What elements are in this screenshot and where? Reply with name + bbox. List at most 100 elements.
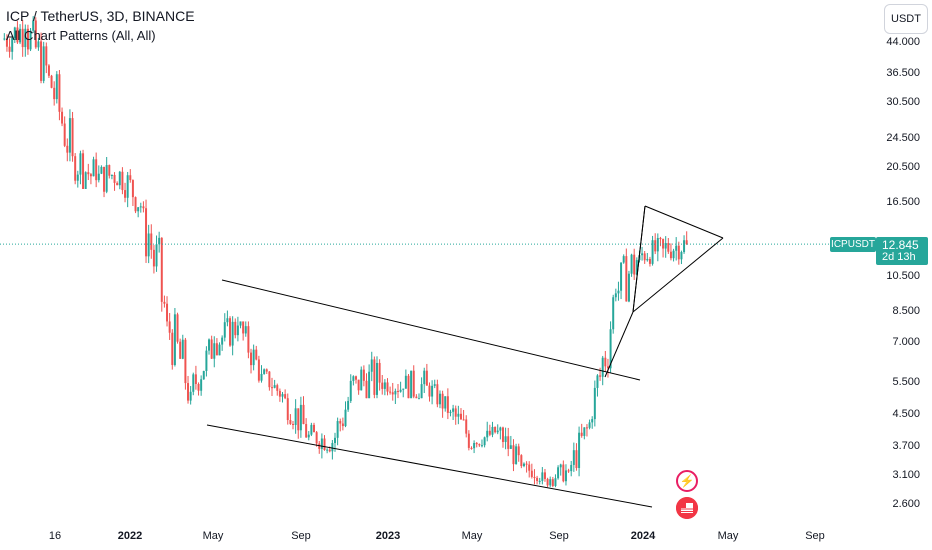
candle-body [276, 385, 279, 391]
candle-body [334, 437, 336, 444]
candle-body [63, 123, 66, 146]
candle-body [457, 413, 460, 417]
candle-body [478, 444, 481, 446]
currency-button[interactable]: USDT [884, 4, 928, 34]
candle-body [543, 472, 546, 479]
pattern-trendline[interactable] [644, 205, 724, 239]
candle-body [446, 396, 449, 413]
candle-body [677, 245, 680, 260]
candle-body [641, 253, 644, 256]
candle-body [355, 376, 357, 380]
candle-body [480, 445, 483, 447]
indicator-label[interactable]: All Chart Patterns (All, All) [6, 28, 156, 43]
candle-body [40, 41, 43, 81]
candle-body [105, 165, 108, 192]
candle-body [16, 27, 19, 43]
candle-body [50, 75, 53, 88]
candle-body [323, 438, 326, 450]
candle-body [423, 370, 426, 385]
candle-body [118, 171, 121, 186]
candle-body [113, 174, 116, 183]
candle-body [155, 244, 158, 267]
time-tick-label: May [461, 530, 483, 542]
candle-body [528, 464, 531, 471]
candle-body [184, 339, 187, 384]
candle-body [87, 172, 90, 175]
candle-body [399, 389, 402, 392]
candle-body [336, 421, 339, 438]
candle-body [215, 343, 218, 356]
pattern-trendline[interactable] [604, 311, 634, 378]
candle-body [347, 400, 350, 410]
candle-body [158, 237, 161, 245]
pattern-trendline[interactable] [221, 279, 641, 381]
candle-body [501, 427, 504, 443]
candle-body [139, 206, 142, 208]
candle-body [71, 118, 74, 157]
candle-body [47, 65, 50, 76]
candle-body [34, 20, 37, 48]
time-tick-label: May [202, 530, 224, 542]
pattern-trendline[interactable] [632, 205, 646, 313]
candle-body [425, 370, 428, 386]
candle-body [160, 237, 163, 302]
candle-body [656, 238, 659, 252]
candle-body [53, 87, 56, 100]
candle-body [79, 153, 82, 175]
candle-body [197, 384, 200, 391]
time-tick-label: 2022 [117, 530, 143, 542]
pattern-trendline[interactable] [206, 424, 653, 508]
candle-body [428, 385, 431, 397]
candle-body [257, 359, 260, 381]
candle-body [530, 470, 533, 477]
candle-body [103, 166, 106, 192]
candle-body [651, 240, 654, 264]
candle-body [549, 479, 552, 486]
candle-body [349, 380, 352, 401]
bar-countdown: 2d 13h [882, 251, 916, 263]
candle-body [24, 28, 27, 48]
price-tick-label: 3.100 [892, 469, 920, 482]
candle-body [208, 339, 211, 351]
candle-body [265, 369, 268, 372]
candle-body [142, 206, 145, 209]
candle-body [672, 250, 675, 259]
candle-body [318, 443, 321, 449]
lightning-icon[interactable]: ⚡ [676, 470, 698, 492]
candle-body [596, 375, 599, 388]
pattern-trendline[interactable] [632, 237, 724, 313]
candle-body [310, 424, 313, 435]
candle-body [8, 46, 11, 52]
candle-body [307, 434, 310, 438]
candle-body [273, 385, 276, 388]
us-flag-icon[interactable] [676, 497, 698, 519]
candle-body [55, 74, 58, 100]
candle-body [100, 166, 103, 174]
candle-body [404, 375, 407, 389]
candle-body [646, 258, 649, 261]
candle-body [659, 238, 662, 240]
candle-body [438, 393, 441, 405]
candle-body [205, 350, 208, 371]
time-tick-label: 2023 [375, 530, 401, 542]
candle-body [470, 447, 473, 449]
candle-body [486, 430, 489, 438]
candle-body [150, 233, 153, 250]
candle-body [370, 359, 373, 372]
candle-body [163, 301, 166, 304]
candle-body [417, 398, 420, 400]
candle-body [92, 159, 95, 177]
candle-body [126, 175, 129, 198]
candle-body [315, 432, 318, 444]
candle-body [326, 449, 329, 451]
candle-body [396, 390, 399, 392]
candle-body [520, 455, 523, 467]
candle-body [344, 409, 347, 427]
candle-body [630, 254, 633, 274]
candle-body [302, 404, 305, 425]
time-tick-label: 2024 [630, 530, 656, 542]
candle-body [271, 387, 274, 389]
candle-body [145, 208, 148, 257]
candle-body [467, 433, 470, 448]
